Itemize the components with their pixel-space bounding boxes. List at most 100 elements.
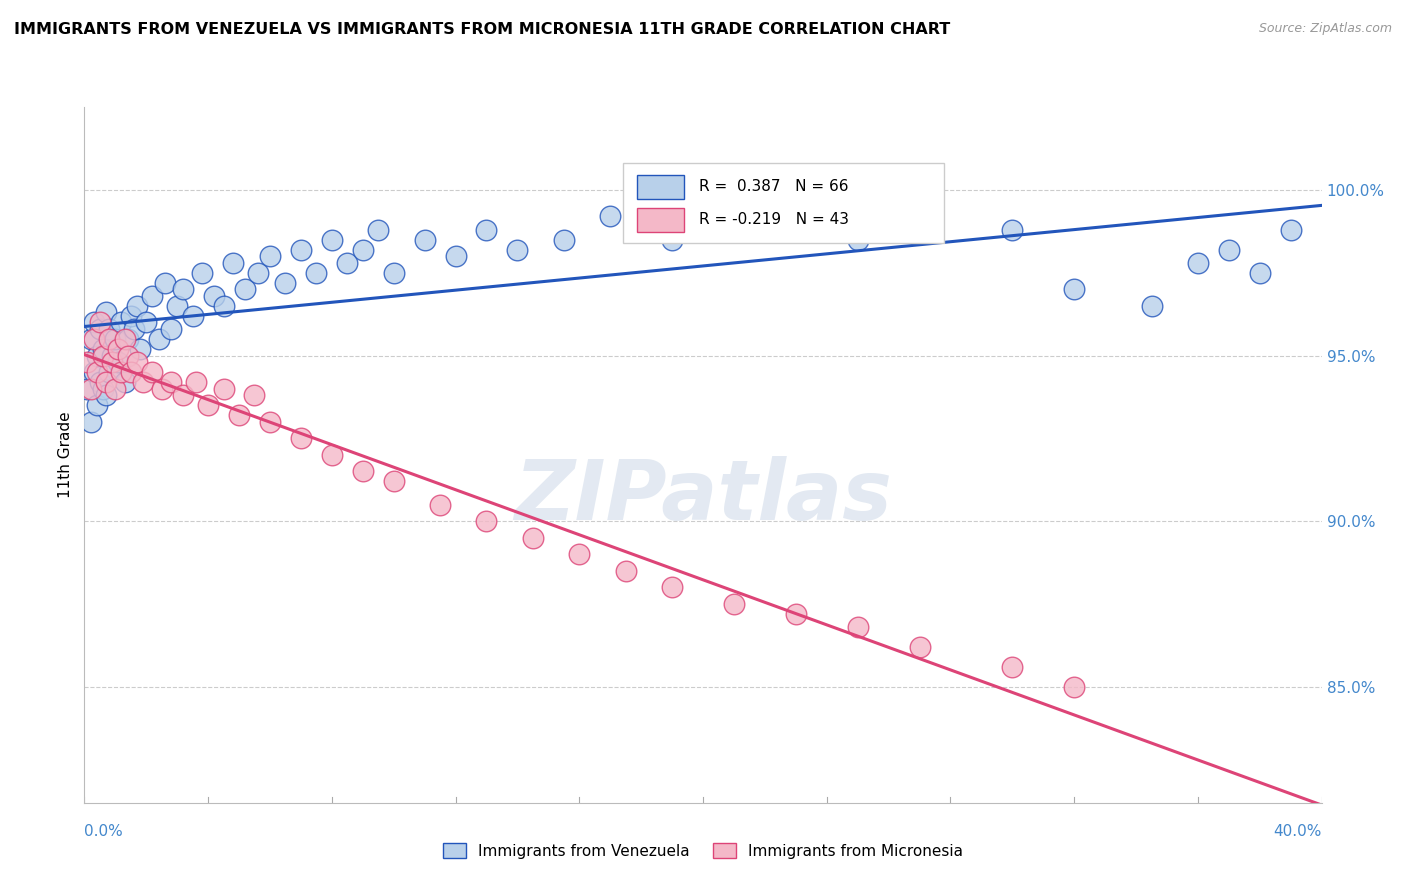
Point	[114, 375, 136, 389]
Point	[228, 408, 250, 422]
Point	[172, 388, 194, 402]
Point	[1249, 266, 1271, 280]
Point	[908, 216, 931, 230]
Point	[91, 342, 114, 356]
Point	[172, 282, 194, 296]
Point	[181, 309, 204, 323]
Point	[475, 514, 498, 528]
Point	[89, 322, 111, 336]
Point	[120, 309, 142, 323]
Point	[506, 243, 529, 257]
Point	[1063, 282, 1085, 296]
Point	[148, 332, 170, 346]
Point	[91, 382, 114, 396]
Point	[661, 233, 683, 247]
Point	[290, 243, 312, 257]
Point	[1140, 299, 1163, 313]
Point	[321, 448, 343, 462]
Point	[141, 365, 163, 379]
Point	[1001, 222, 1024, 236]
Point	[259, 249, 281, 263]
Bar	[637, 175, 685, 199]
FancyBboxPatch shape	[623, 162, 945, 243]
Point	[91, 349, 114, 363]
Point	[132, 375, 155, 389]
Point	[246, 266, 269, 280]
Bar	[637, 208, 685, 232]
Point	[141, 289, 163, 303]
Point	[274, 276, 297, 290]
Point	[76, 382, 98, 396]
Point	[908, 640, 931, 654]
Point	[83, 365, 105, 379]
Point	[1218, 243, 1240, 257]
Text: ZIPatlas: ZIPatlas	[515, 456, 891, 537]
Point	[184, 375, 207, 389]
Point	[444, 249, 467, 263]
Point	[259, 415, 281, 429]
Text: IMMIGRANTS FROM VENEZUELA VS IMMIGRANTS FROM MICRONESIA 11TH GRADE CORRELATION C: IMMIGRANTS FROM VENEZUELA VS IMMIGRANTS …	[14, 22, 950, 37]
Point	[94, 305, 117, 319]
Point	[1063, 680, 1085, 694]
Point	[89, 315, 111, 329]
Point	[76, 355, 98, 369]
Point	[120, 365, 142, 379]
Point	[98, 322, 121, 336]
Point	[110, 365, 132, 379]
Point	[212, 382, 235, 396]
Point	[104, 382, 127, 396]
Point	[243, 388, 266, 402]
Point	[599, 210, 621, 224]
Point	[129, 342, 152, 356]
Point	[661, 581, 683, 595]
Point	[352, 465, 374, 479]
Point	[846, 233, 869, 247]
Point	[98, 365, 121, 379]
Point	[568, 547, 591, 561]
Point	[122, 322, 145, 336]
Point	[83, 315, 105, 329]
Point	[117, 349, 139, 363]
Point	[79, 415, 101, 429]
Point	[98, 332, 121, 346]
Point	[336, 256, 359, 270]
Point	[367, 222, 389, 236]
Text: 0.0%: 0.0%	[84, 823, 124, 838]
Point	[104, 332, 127, 346]
Point	[101, 349, 124, 363]
Point	[321, 233, 343, 247]
Point	[1001, 660, 1024, 674]
Point	[83, 332, 105, 346]
Point	[191, 266, 214, 280]
Point	[86, 349, 108, 363]
Point	[101, 355, 124, 369]
Text: 40.0%: 40.0%	[1274, 823, 1322, 838]
Point	[723, 222, 745, 236]
Point	[522, 531, 544, 545]
Point	[785, 210, 807, 224]
Point	[107, 342, 129, 356]
Point	[153, 276, 176, 290]
Point	[160, 322, 183, 336]
Y-axis label: 11th Grade: 11th Grade	[58, 411, 73, 499]
Point	[352, 243, 374, 257]
Point	[290, 431, 312, 445]
Point	[166, 299, 188, 313]
Point	[222, 256, 245, 270]
Point	[79, 382, 101, 396]
Point	[160, 375, 183, 389]
Point	[614, 564, 637, 578]
Point	[94, 388, 117, 402]
Point	[202, 289, 225, 303]
Point	[86, 398, 108, 412]
Point	[413, 233, 436, 247]
Point	[79, 332, 101, 346]
Point	[305, 266, 328, 280]
Point	[382, 266, 405, 280]
Legend: Immigrants from Venezuela, Immigrants from Micronesia: Immigrants from Venezuela, Immigrants fr…	[437, 837, 969, 864]
Point	[110, 315, 132, 329]
Point	[1187, 256, 1209, 270]
Point	[117, 332, 139, 346]
Point	[135, 315, 157, 329]
Text: R =  0.387   N = 66: R = 0.387 N = 66	[699, 179, 849, 194]
